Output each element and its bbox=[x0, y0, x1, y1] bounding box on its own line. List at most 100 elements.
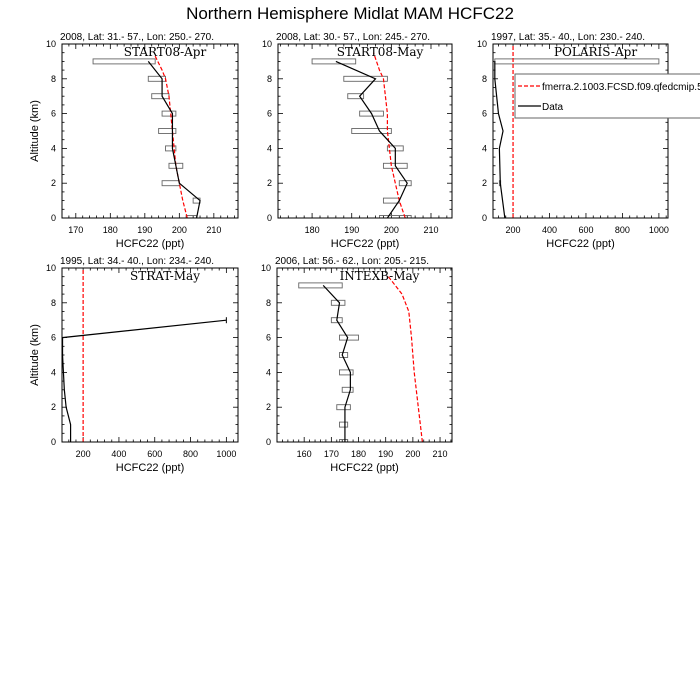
panel-5: 2006, Lat: 56.- 62., Lon: 205.- 215. 160 1… bbox=[261, 256, 453, 474]
y-tick-label: 6 bbox=[51, 109, 56, 119]
y-tick-label: 10 bbox=[477, 39, 487, 49]
legend: fmerra.2.1003.FCSD.f09.qfedcmip.5 Data bbox=[514, 73, 700, 119]
panel-3: 1997, Lat: 35.- 40., Lon: 230.- 240. 200 4… bbox=[477, 32, 669, 250]
x-tick-label: 800 bbox=[615, 225, 630, 235]
plot-area bbox=[92, 55, 201, 218]
y-tick-label: 2 bbox=[266, 402, 271, 412]
y-tick-label: 0 bbox=[51, 213, 56, 223]
x-tick-label: 200 bbox=[76, 449, 91, 459]
x-tick-label: 1000 bbox=[649, 225, 669, 235]
x-tick-label: 180 bbox=[351, 449, 366, 459]
plot-area bbox=[494, 44, 660, 218]
y-tick-label: 10 bbox=[46, 263, 56, 273]
data-line bbox=[335, 60, 408, 218]
x-tick-label: 600 bbox=[147, 449, 162, 459]
legend-box bbox=[514, 73, 700, 119]
range-box bbox=[161, 110, 177, 117]
x-tick-label: 190 bbox=[137, 225, 152, 235]
y-tick-label: 8 bbox=[51, 74, 56, 84]
x-axis-label: HCFC22 (ppt) bbox=[330, 462, 398, 474]
y-tick-label: 0 bbox=[51, 437, 56, 447]
x-tick-label: 190 bbox=[378, 449, 393, 459]
campaign-label: START08-May bbox=[337, 45, 424, 59]
y-tick-label: 2 bbox=[51, 178, 56, 188]
y-tick-label: 0 bbox=[482, 213, 487, 223]
x-tick-label: 210 bbox=[433, 449, 448, 459]
range-box bbox=[379, 215, 412, 218]
x-axis-label: HCFC22 (ppt) bbox=[546, 238, 614, 250]
y-tick-label: 2 bbox=[51, 402, 56, 412]
range-box bbox=[151, 93, 170, 100]
range-box bbox=[398, 180, 412, 187]
x-tick-label: 180 bbox=[305, 225, 320, 235]
plot-area bbox=[311, 52, 412, 218]
panel-4: 1995, Lat: 34.- 40., Lon: 234.- 240. 200 4… bbox=[29, 256, 239, 474]
panel-subtitle: 1997, Lat: 35.- 40., Lon: 230.- 240. bbox=[491, 32, 645, 43]
range-box bbox=[330, 299, 346, 306]
range-box bbox=[359, 110, 384, 117]
y-tick-label: 6 bbox=[267, 109, 272, 119]
model-line bbox=[387, 276, 423, 442]
campaign-label: STRAT-May bbox=[130, 269, 200, 283]
data-line bbox=[147, 61, 201, 218]
range-box bbox=[147, 75, 166, 82]
campaign-label: START08-Apr bbox=[124, 45, 207, 59]
plot-area bbox=[62, 268, 227, 442]
y-tick-label: 8 bbox=[267, 74, 272, 84]
x-tick-label: 210 bbox=[206, 225, 221, 235]
figure-title: Northern Hemisphere Midlat MAM HCFC22 bbox=[186, 4, 514, 23]
data-line bbox=[62, 319, 227, 442]
range-box bbox=[185, 215, 198, 218]
range-box bbox=[494, 58, 660, 65]
y-tick-label: 8 bbox=[51, 298, 56, 308]
panel-2: 2008, Lat: 30.- 57., Lon: 245.- 270. 180 1… bbox=[262, 32, 453, 250]
range-box bbox=[341, 386, 354, 393]
panel-subtitle: 1995, Lat: 34.- 40., Lon: 234.- 240. bbox=[60, 256, 214, 267]
plot-frame bbox=[61, 267, 239, 443]
panel-subtitle: 2006, Lat: 56.- 62., Lon: 205.- 215. bbox=[275, 256, 429, 267]
y-tick-label: 10 bbox=[46, 39, 56, 49]
y-tick-label: 8 bbox=[482, 74, 487, 84]
x-tick-label: 1000 bbox=[216, 449, 236, 459]
y-tick-label: 4 bbox=[267, 143, 272, 153]
y-tick-label: 4 bbox=[51, 367, 56, 377]
legend-model-label: fmerra.2.1003.FCSD.f09.qfedcmip.5 bbox=[542, 82, 700, 93]
x-tick-label: 200 bbox=[172, 225, 187, 235]
x-tick-label: 170 bbox=[324, 449, 339, 459]
range-box bbox=[298, 282, 343, 289]
data-line bbox=[494, 61, 506, 218]
range-box bbox=[311, 58, 357, 65]
range-box bbox=[161, 180, 180, 187]
legend-data-label: Data bbox=[542, 102, 564, 113]
range-box bbox=[343, 75, 388, 82]
y-tick-label: 4 bbox=[266, 367, 271, 377]
range-box bbox=[339, 334, 359, 341]
range-box bbox=[347, 93, 365, 100]
panel-subtitle: 2008, Lat: 31.- 57., Lon: 250.- 270. bbox=[60, 32, 214, 43]
x-tick-label: 160 bbox=[297, 449, 312, 459]
plot-area bbox=[298, 276, 423, 442]
x-tick-label: 200 bbox=[405, 449, 420, 459]
plot-frame bbox=[277, 43, 453, 219]
range-box bbox=[351, 128, 392, 134]
model-line bbox=[154, 55, 188, 218]
plot-frame bbox=[61, 43, 239, 219]
panel-1: 2008, Lat: 31.- 57., Lon: 250.- 270. 170 1… bbox=[29, 32, 239, 250]
range-box bbox=[92, 58, 156, 65]
y-tick-label: 6 bbox=[482, 109, 487, 119]
plot-frame bbox=[276, 267, 453, 443]
range-box bbox=[165, 145, 177, 152]
x-axis-label: HCFC22 (ppt) bbox=[331, 238, 399, 250]
model-line bbox=[372, 52, 406, 218]
y-tick-label: 0 bbox=[267, 213, 272, 223]
y-tick-label: 0 bbox=[266, 437, 271, 447]
range-box bbox=[158, 128, 177, 134]
campaign-label: INTEXB-May bbox=[340, 269, 420, 283]
range-box bbox=[382, 197, 400, 204]
y-tick-label: 6 bbox=[266, 333, 271, 343]
y-tick-label: 6 bbox=[51, 333, 56, 343]
y-tick-label: 10 bbox=[261, 263, 271, 273]
x-tick-label: 190 bbox=[344, 225, 359, 235]
